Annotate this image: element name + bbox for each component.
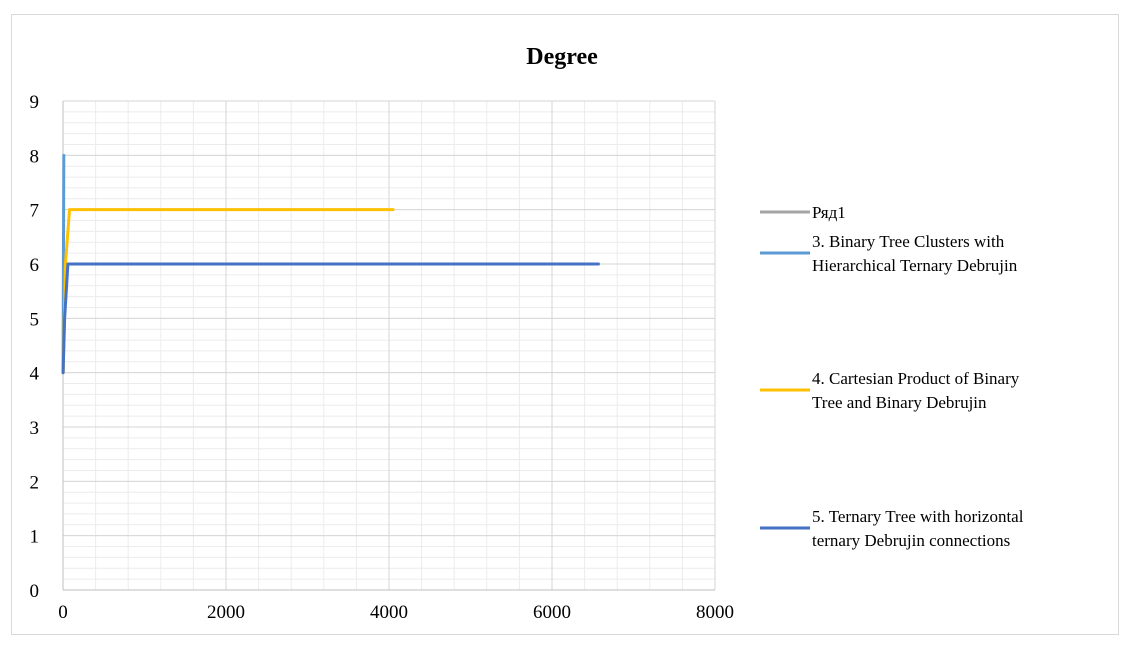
legend: Ряд1 3. Binary Tree Clusters with Hierarch… (760, 203, 1024, 550)
legend-label: ternary Debrujin connections (812, 531, 1010, 550)
y-tick-label: 3 (30, 418, 40, 439)
x-tick-label: 6000 (533, 602, 571, 623)
legend-label: 3. Binary Tree Clusters with (812, 232, 1005, 251)
y-tick-label: 7 (30, 201, 40, 222)
y-tick-label: 5 (30, 309, 40, 330)
y-tick-label: 2 (30, 472, 40, 493)
legend-label: Hierarchical Ternary Debrujin (812, 256, 1018, 275)
y-tick-label: 1 (30, 527, 40, 548)
legend-label: 5. Ternary Tree with horizontal (812, 507, 1024, 526)
y-tick-label: 0 (30, 581, 40, 602)
x-tick-label: 4000 (370, 602, 408, 623)
chart-title: Degree (526, 44, 598, 70)
x-tick-label: 2000 (207, 602, 245, 623)
grid (62, 100, 716, 591)
y-tick-label: 9 (30, 92, 40, 113)
x-tick-label: 0 (58, 602, 68, 623)
y-tick-label: 4 (30, 364, 40, 385)
legend-label: Ряд1 (812, 203, 846, 222)
y-tick-label: 6 (30, 255, 40, 276)
y-tick-label: 8 (30, 146, 40, 167)
series-group (61, 153, 600, 375)
legend-label: 4. Cartesian Product of Binary (812, 369, 1020, 388)
legend-label: Tree and Binary Debrujin (812, 393, 987, 412)
chart-frame (11, 14, 1119, 635)
series-line (61, 262, 600, 375)
x-tick-label: 8000 (696, 602, 734, 623)
